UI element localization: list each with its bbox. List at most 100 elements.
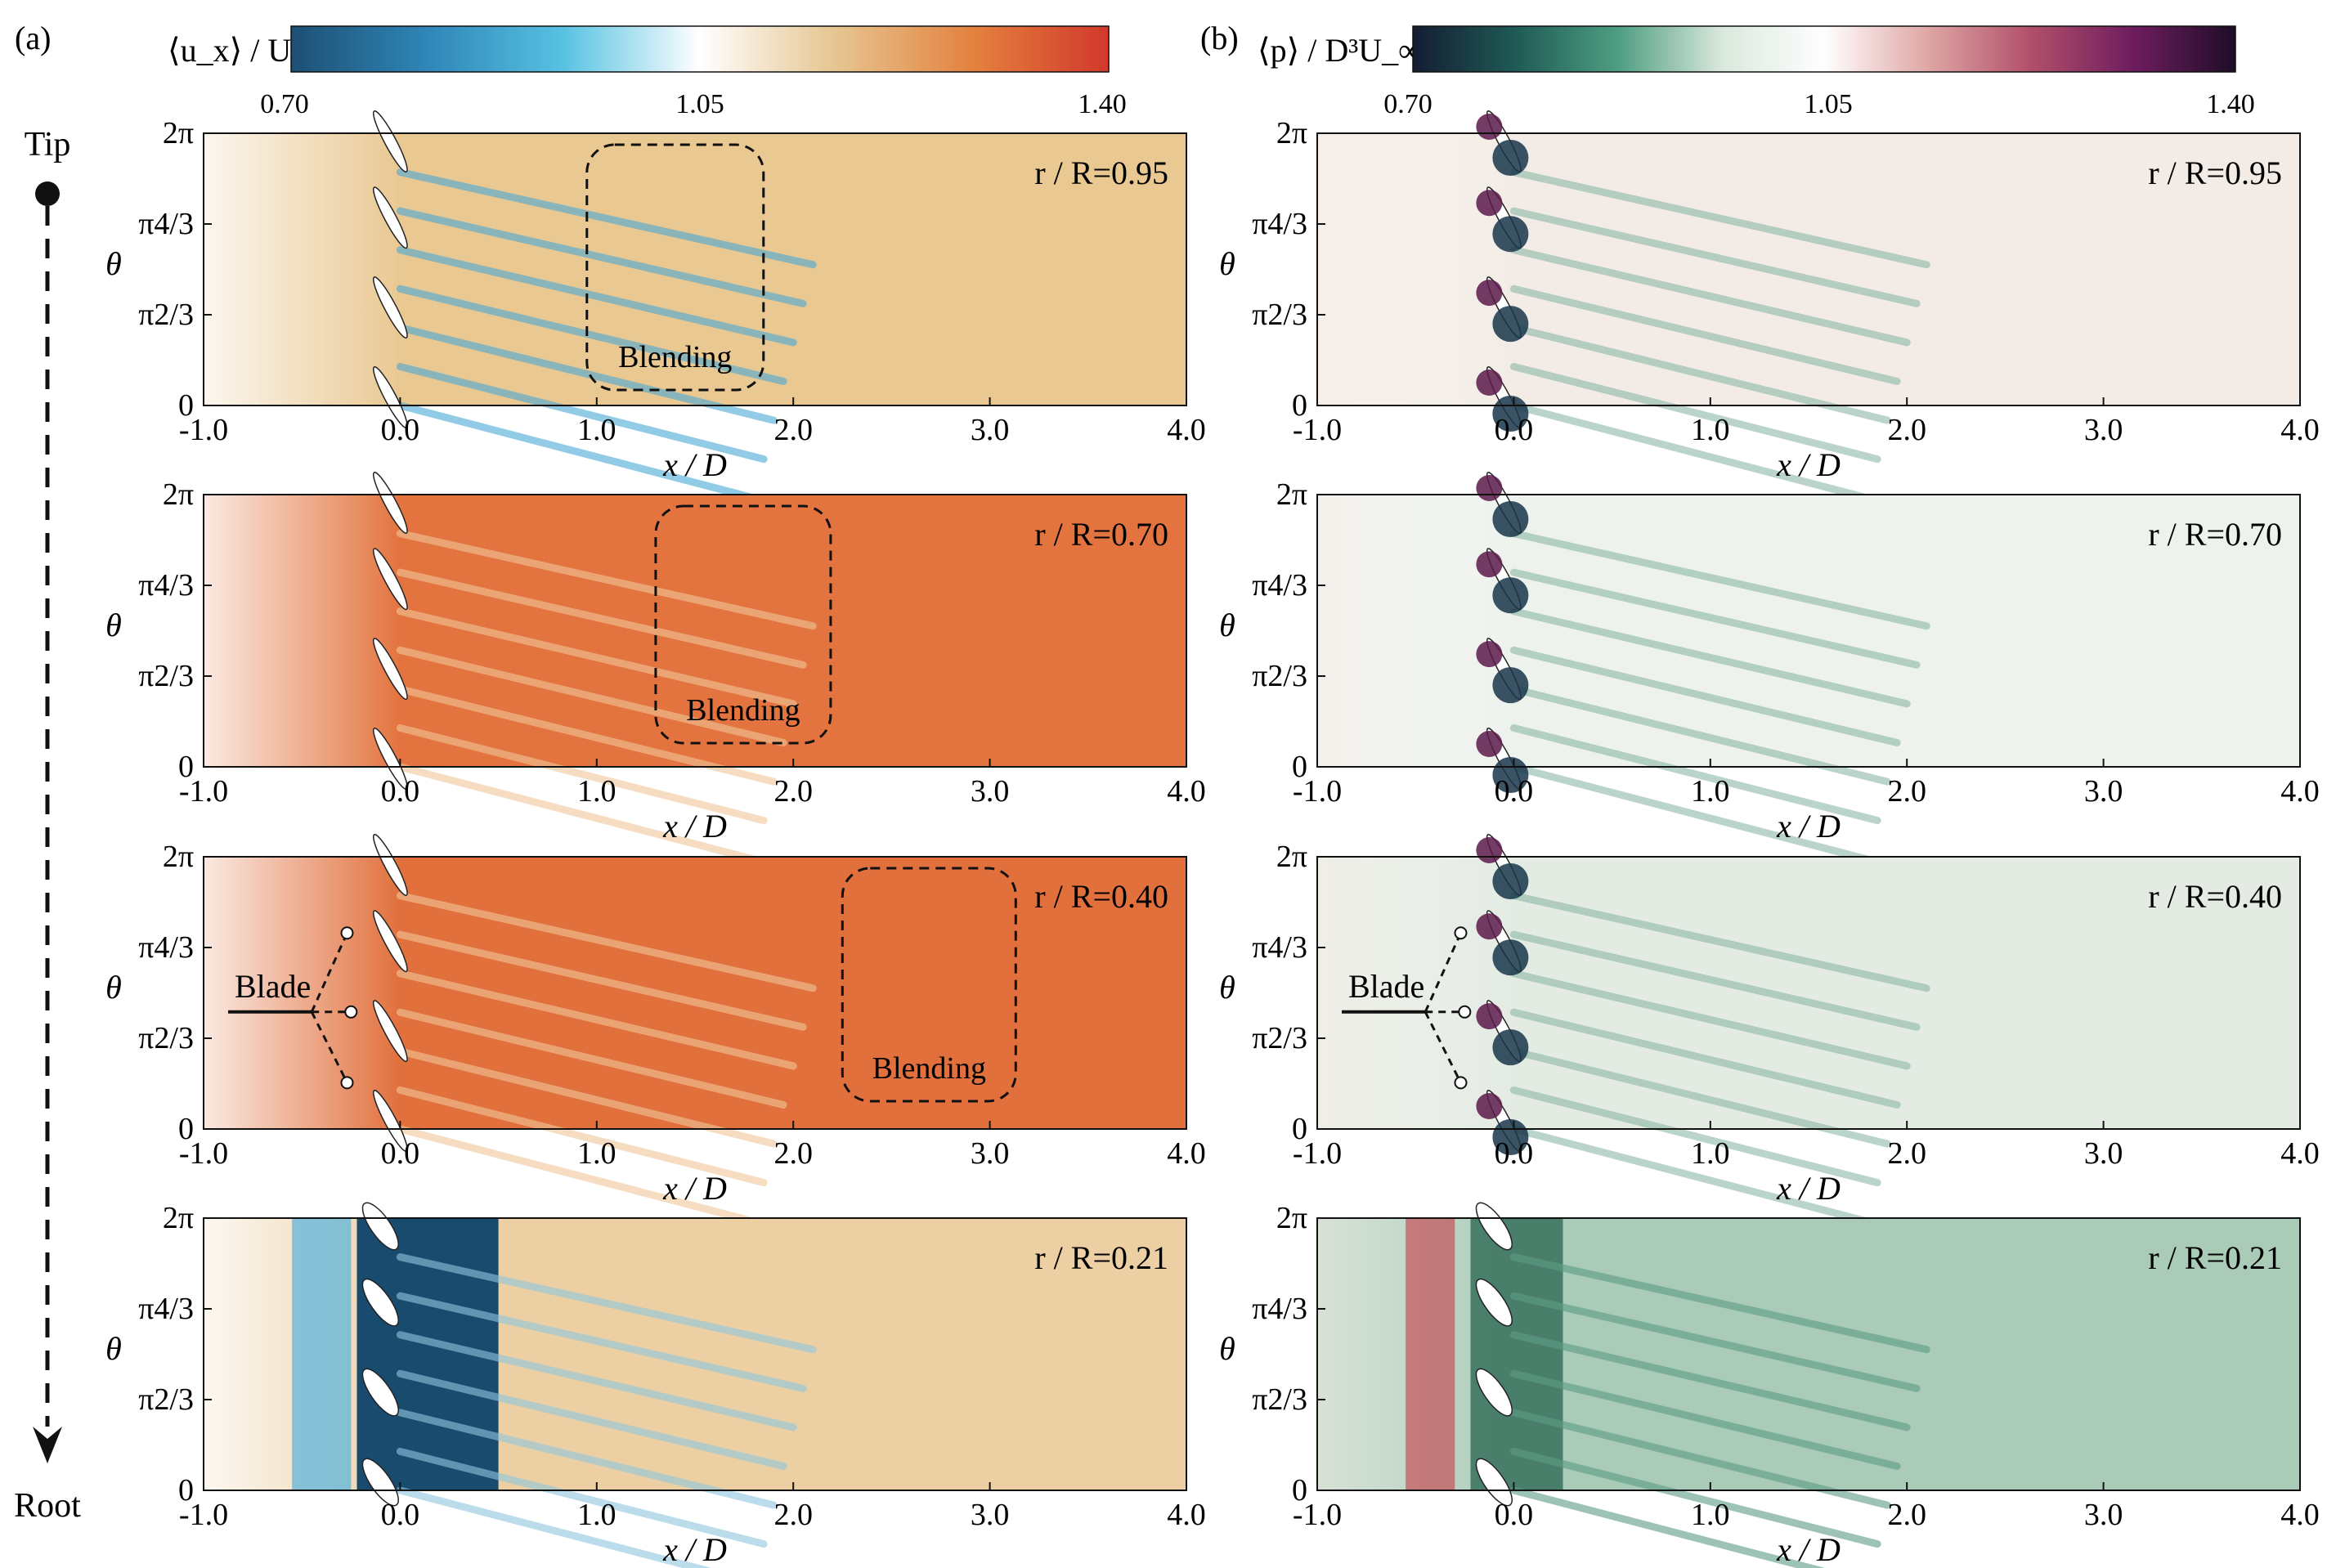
pressure-trough (1492, 306, 1529, 343)
radius-label: r / R=0.40 (1034, 878, 1168, 915)
wake-streak (396, 530, 817, 630)
pressure-trough (1492, 577, 1529, 614)
x-tick-label: 4.0 (1167, 1136, 1206, 1171)
plot-frame (203, 856, 1187, 1130)
x-tick-label: 0.0 (381, 413, 420, 447)
blade-section (372, 834, 408, 896)
y-tick-label: 2π (163, 1201, 194, 1235)
x-tick-label: 0.0 (1495, 774, 1534, 809)
y-tick-label: 0 (178, 1473, 194, 1508)
pressure-peak (1476, 1003, 1503, 1030)
y-tick-label: 0 (1292, 750, 1307, 784)
blade-section (372, 728, 408, 790)
y-tick-label: π4/3 (138, 207, 194, 241)
x-tick-label: 0.0 (381, 774, 420, 809)
radius-label: r / R=0.70 (1034, 516, 1168, 553)
pressure-trough (1492, 139, 1529, 176)
blade-section (372, 472, 408, 534)
x-tick-label: 3.0 (2084, 1498, 2123, 1532)
y-tick-label: 2π (1276, 1201, 1307, 1235)
x-tick-label: 1.0 (577, 774, 617, 809)
y-tick-label: π4/3 (138, 568, 194, 603)
y-tick-label: 2π (1276, 840, 1307, 874)
x-tick-label: 1.0 (1691, 413, 1730, 447)
x-tick-label: 4.0 (1167, 1498, 1206, 1532)
blade-pointer-dashed (310, 932, 348, 1013)
root-inflow-band (292, 1218, 352, 1490)
x-axis-label: x / D (662, 808, 727, 844)
x-tick-label: 4.0 (2280, 774, 2320, 809)
tip-label: Tip (25, 126, 71, 164)
x-axis-label: x / D (662, 1170, 727, 1207)
wake-streak (1509, 1125, 1872, 1225)
wake-streak (1509, 1292, 1921, 1392)
panel-a-row-2: -1.0 0.0 1.0 2.0 3.0 4.0 x / D 0 π2/3 π4/3 2π θ r / … (105, 472, 1206, 863)
wake-streak (1509, 1369, 1901, 1471)
radius-label: r / R=0.40 (2148, 878, 2282, 915)
wake-streak (396, 1331, 797, 1431)
x-tick-label: 2.0 (1887, 1136, 1926, 1171)
x-tick-label: 1.0 (1691, 774, 1730, 809)
wake-streak (396, 568, 807, 669)
x-tick-label: -1.0 (179, 774, 228, 809)
blending-label: Blending (872, 1051, 986, 1086)
panel-a-row-4: -1.0 0.0 1.0 2.0 3.0 4.0 x / D 0 π2/3 π4/3 2π θ r / … (105, 1201, 1206, 1568)
radius-label: r / R=0.21 (2148, 1239, 2282, 1276)
wake-streak (1509, 646, 1901, 747)
y-tick-label: π2/3 (1252, 659, 1307, 693)
plot-frame (203, 132, 1187, 406)
x-tick-label: -1.0 (179, 1498, 228, 1532)
x-tick-label: 3.0 (971, 774, 1010, 809)
blade-section (372, 1090, 408, 1152)
wake-streak (396, 724, 768, 825)
x-axis-label: x / D (662, 446, 727, 483)
blade-section (361, 1278, 399, 1327)
y-axis-label: θ (105, 607, 122, 643)
wake-streak (396, 1447, 768, 1548)
blade-pointer-dashed (1424, 932, 1462, 1013)
wake-streak (1509, 1008, 1901, 1109)
wake-streak (396, 207, 807, 307)
x-tick-label: 2.0 (1887, 413, 1926, 447)
x-tick-label: 1.0 (1691, 1136, 1730, 1171)
pressure-trough (1492, 862, 1529, 899)
wake-streak (396, 168, 817, 269)
x-axis-label: x / D (1776, 1531, 1841, 1568)
root-pressure-band (1406, 1218, 1455, 1490)
radius-label: r / R=0.95 (2148, 155, 2282, 191)
colorbar-b-tick-high: 1.40 (2206, 89, 2255, 119)
y-tick-label: 0 (178, 750, 194, 784)
y-axis-label: θ (105, 1330, 122, 1367)
blade-section (372, 186, 408, 249)
wake-streak (396, 970, 797, 1070)
pressure-peak (1476, 641, 1503, 668)
colorbar-a-tick-high: 1.40 (1078, 89, 1127, 119)
pressure-peak (1476, 836, 1503, 863)
x-axis-label: x / D (662, 1531, 727, 1568)
wake-streak (396, 1369, 787, 1471)
blade-section (361, 1202, 399, 1251)
blade-section (372, 276, 408, 339)
y-axis-label: θ (105, 245, 122, 282)
panel-a-label: (a) (15, 20, 51, 56)
radius-label: r / R=0.21 (1034, 1239, 1168, 1276)
wake-streak (396, 401, 758, 502)
blending-label: Blending (618, 340, 732, 374)
wake-streak (1509, 568, 1921, 669)
wake-streak (396, 284, 787, 386)
blade-pointer-marker (1458, 1005, 1472, 1019)
x-tick-label: 2.0 (1887, 1498, 1926, 1532)
x-tick-label: 3.0 (971, 1136, 1010, 1171)
panel-b-row-3: -1.0 0.0 1.0 2.0 3.0 4.0 x / D 0 π2/3 π4/3 2π θ r / … (1219, 834, 2320, 1225)
y-tick-label: π4/3 (1252, 568, 1307, 603)
wake-streak (396, 1008, 787, 1109)
y-tick-label: π2/3 (138, 1382, 194, 1417)
wake-streak (396, 763, 758, 863)
y-tick-label: 2π (163, 840, 194, 874)
x-tick-label: 1.0 (577, 1136, 617, 1171)
y-tick-label: π2/3 (138, 659, 194, 693)
pressure-peak (1476, 474, 1503, 501)
x-axis-label: x / D (1776, 446, 1841, 483)
y-tick-label: 2π (163, 477, 194, 512)
blade-pointer-marker (340, 926, 354, 940)
